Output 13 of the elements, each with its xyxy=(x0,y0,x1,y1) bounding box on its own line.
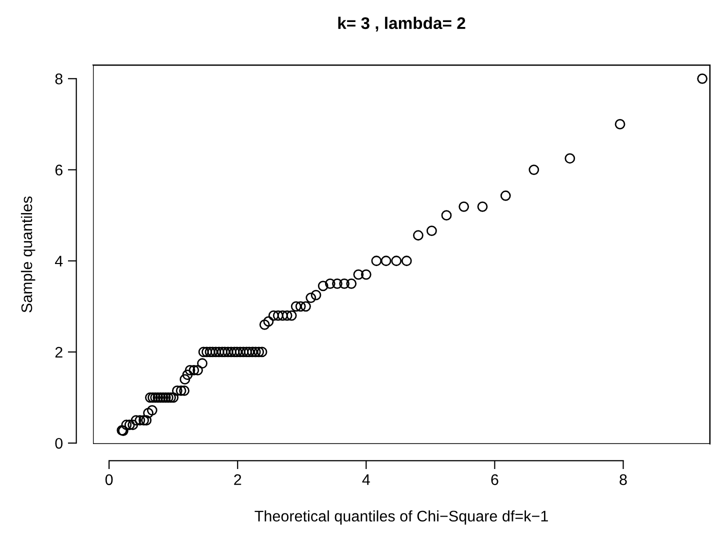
x-tick-label: 2 xyxy=(234,474,242,485)
chart-title: k= 3 , lambda= 2 xyxy=(338,16,466,32)
y-axis-title: Sample quantiles xyxy=(20,196,36,312)
x-tick-label: 8 xyxy=(620,474,627,486)
y-tick-label: 4 xyxy=(54,256,63,266)
y-tick-label: 8 xyxy=(55,74,62,84)
x-axis-title: Theoretical quantiles of Chi−Square df=k−1 xyxy=(254,510,548,525)
y-tick-label: 2 xyxy=(55,346,62,358)
x-tick-label: 0 xyxy=(105,474,113,486)
y-tick-label: 6 xyxy=(55,164,62,176)
x-tick-label: 4 xyxy=(362,474,370,485)
x-tick-label: 6 xyxy=(491,474,498,486)
y-tick-label: 0 xyxy=(55,438,63,449)
